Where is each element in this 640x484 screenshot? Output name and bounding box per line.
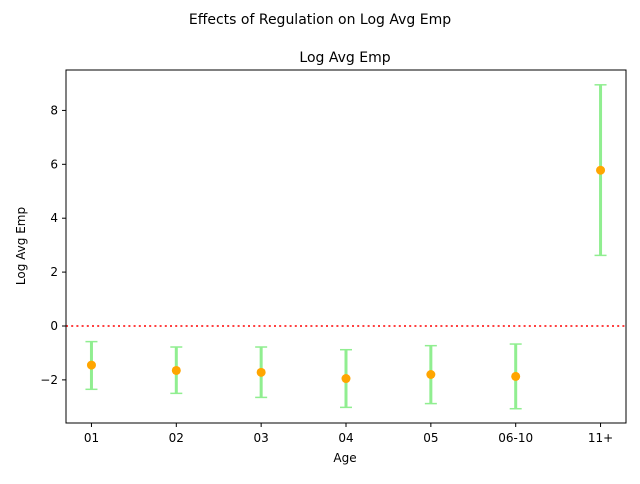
y-tick-label: 6 (50, 157, 58, 171)
x-axis-label: Age (333, 451, 356, 465)
chart-title: Log Avg Emp (299, 50, 390, 66)
y-tick-label: 2 (50, 265, 58, 279)
x-tick-label: 11+ (588, 431, 613, 445)
x-tick-label: 01 (84, 431, 99, 445)
x-tick-label: 06-10 (498, 431, 533, 445)
x-tick-label: 02 (169, 431, 184, 445)
y-tick-label: 8 (50, 103, 58, 117)
y-axis-label: Log Avg Emp (14, 207, 28, 285)
y-tick-label: −2 (40, 373, 58, 387)
data-point-04 (341, 374, 351, 384)
data-point-06-10 (511, 371, 521, 381)
y-tick-label: 0 (50, 319, 58, 333)
x-tick-label: 05 (423, 431, 438, 445)
x-axis: 01 02 03 04 05 06-10 11+ (84, 423, 613, 445)
y-tick-label: 4 (50, 211, 58, 225)
data-point-05 (426, 369, 436, 379)
y-axis: −2 0 2 4 6 8 (40, 103, 66, 387)
figure-suptitle: Effects of Regulation on Log Avg Emp (189, 12, 451, 28)
data-point-01 (86, 360, 96, 370)
data-point-11+ (596, 165, 606, 175)
x-tick-label: 03 (254, 431, 269, 445)
x-tick-label: 04 (338, 431, 353, 445)
data-point-02 (171, 365, 181, 375)
data-point-03 (256, 367, 266, 377)
